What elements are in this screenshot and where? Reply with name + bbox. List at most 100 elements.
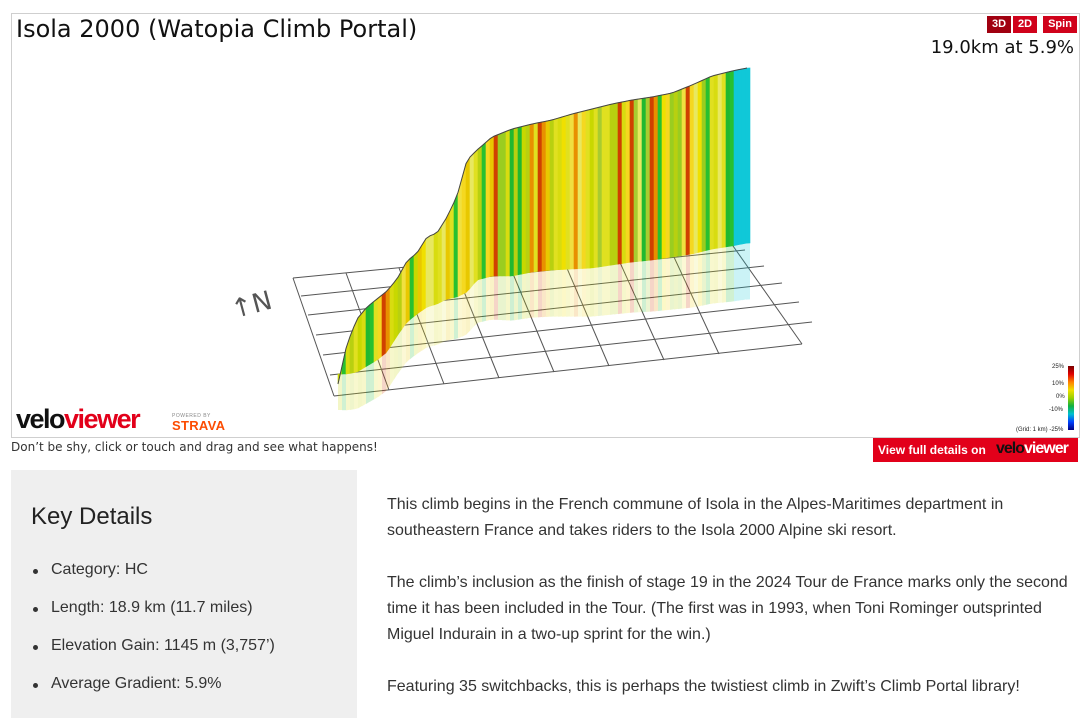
reflection-segment [582,268,586,317]
reflection-segment [586,268,590,317]
description-paragraph: Featuring 35 switchbacks, this is perhap… [387,678,1020,695]
profile-segment [733,69,739,246]
view-full-details-button[interactable]: View full details on veloviewer [873,438,1078,462]
veloviewer-logo[interactable]: veloviewer [16,404,141,435]
profile-segment [477,145,483,281]
view-full-label: View full details on [878,443,986,457]
elevation-3d-chart[interactable]: ↑N [12,14,1079,437]
view-2d-button[interactable]: 2D [1013,16,1037,33]
reflection-segment [418,310,422,354]
reflection-segment [454,296,458,340]
profile-segment [625,100,631,264]
reflection-segment [402,323,406,369]
profile-segment [349,326,355,374]
spin-button[interactable]: Spin [1043,16,1077,33]
reflection-segment [366,364,370,404]
profile-edge [337,67,748,385]
profile-segment [665,93,671,259]
profile-segment [605,104,611,267]
climb-description: This climb begins in the French commune … [387,492,1077,726]
reflection-segment [378,356,382,398]
profile-segment [517,126,523,276]
view-3d-button[interactable]: 3D [987,16,1011,33]
profile-segment [661,93,667,259]
reflection-segment [598,266,602,317]
profile-segment [373,297,379,363]
profile-segment [705,76,711,251]
reflection-segment [738,244,742,301]
profile-segment [405,257,411,325]
reflection-segment [694,252,698,308]
profile-segment [401,261,407,330]
reflection-segment [610,264,614,315]
reflection-segment [654,259,658,312]
profile-segment [621,100,627,264]
profile-segment [585,109,591,269]
reflection-segment [670,256,674,310]
profile-segment [653,95,659,261]
profile-segment [609,103,615,266]
description-paragraph: The climb’s inclusion as the finish of s… [387,574,1068,643]
veloviewer-small-logo: veloviewer [996,440,1069,458]
profile-segment [433,230,439,306]
profile-segment [409,254,415,321]
reflection-segment [534,271,538,318]
reflection-segment [498,276,502,320]
description-paragraph: This climb begins in the French commune … [387,496,1004,539]
reflection-segment [590,267,594,317]
reflection-segment [450,297,454,340]
reflection-segment [486,276,490,321]
reflection-segment [394,334,398,380]
climb-title: Isola 2000 (Watopia Climb Portal) [16,15,418,43]
logo-part-viewer: viewer [1024,440,1069,457]
reflection-segment [346,373,350,411]
profile-segment [613,102,619,266]
reflection-segment [422,307,426,351]
reflection-segment [706,249,710,305]
reflection-segment [522,273,526,320]
reflection-segment [514,274,518,321]
profile-segment [717,73,723,249]
strava-logo[interactable]: STRAVA [172,418,226,433]
reflection-segment [734,244,738,302]
reflection-segment [470,283,474,331]
reflection-segment [682,254,686,309]
profile-segment [365,303,371,368]
profile-segment [413,250,419,318]
profile-segment [545,120,551,271]
profile-segment [445,210,451,300]
profile-segment [457,177,463,297]
reflection-segment [634,261,638,313]
profile-segment [421,237,427,312]
reflection-segment [650,259,654,312]
reflection-segment [474,279,478,327]
profile-segment [689,83,695,255]
logo-part-viewer: viewer [64,404,141,434]
profile-segment [377,294,383,360]
reflection-segment [438,301,442,345]
grid-line [612,246,665,361]
key-details-heading: Key Details [31,503,153,530]
interaction-hint: Don’t be shy, click or touch and drag an… [11,440,378,454]
profile-segment [617,101,623,265]
profile-segment [525,124,531,274]
reflection-segment [494,276,498,320]
reflection-segment [342,374,346,411]
reflection-segment [362,366,366,407]
climb-3d-viewer[interactable]: ↑N Isola 2000 (Watopia Climb Portal) 19.… [11,13,1080,438]
reflection-segment [490,276,494,321]
reflection-segment [746,243,750,300]
powered-by-label: POWERED BY [172,413,211,419]
profile-segment [505,129,511,277]
climb-length-gradient: 19.0km at 5.9% [930,37,1074,58]
reflection-segment [390,340,394,386]
profile-segment [633,98,639,263]
reflection-segment [430,304,434,347]
profile-segment [565,114,571,270]
profile-segment [357,312,363,372]
profile-segment [697,80,703,253]
profile-segment [469,152,475,290]
profile-segment [581,110,587,269]
reflection-segment [510,275,514,321]
reflection-segment [550,269,554,317]
